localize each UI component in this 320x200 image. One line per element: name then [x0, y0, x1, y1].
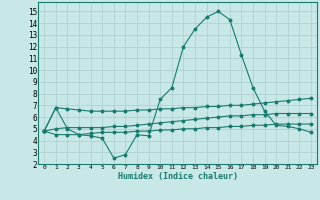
X-axis label: Humidex (Indice chaleur): Humidex (Indice chaleur) — [118, 172, 238, 181]
